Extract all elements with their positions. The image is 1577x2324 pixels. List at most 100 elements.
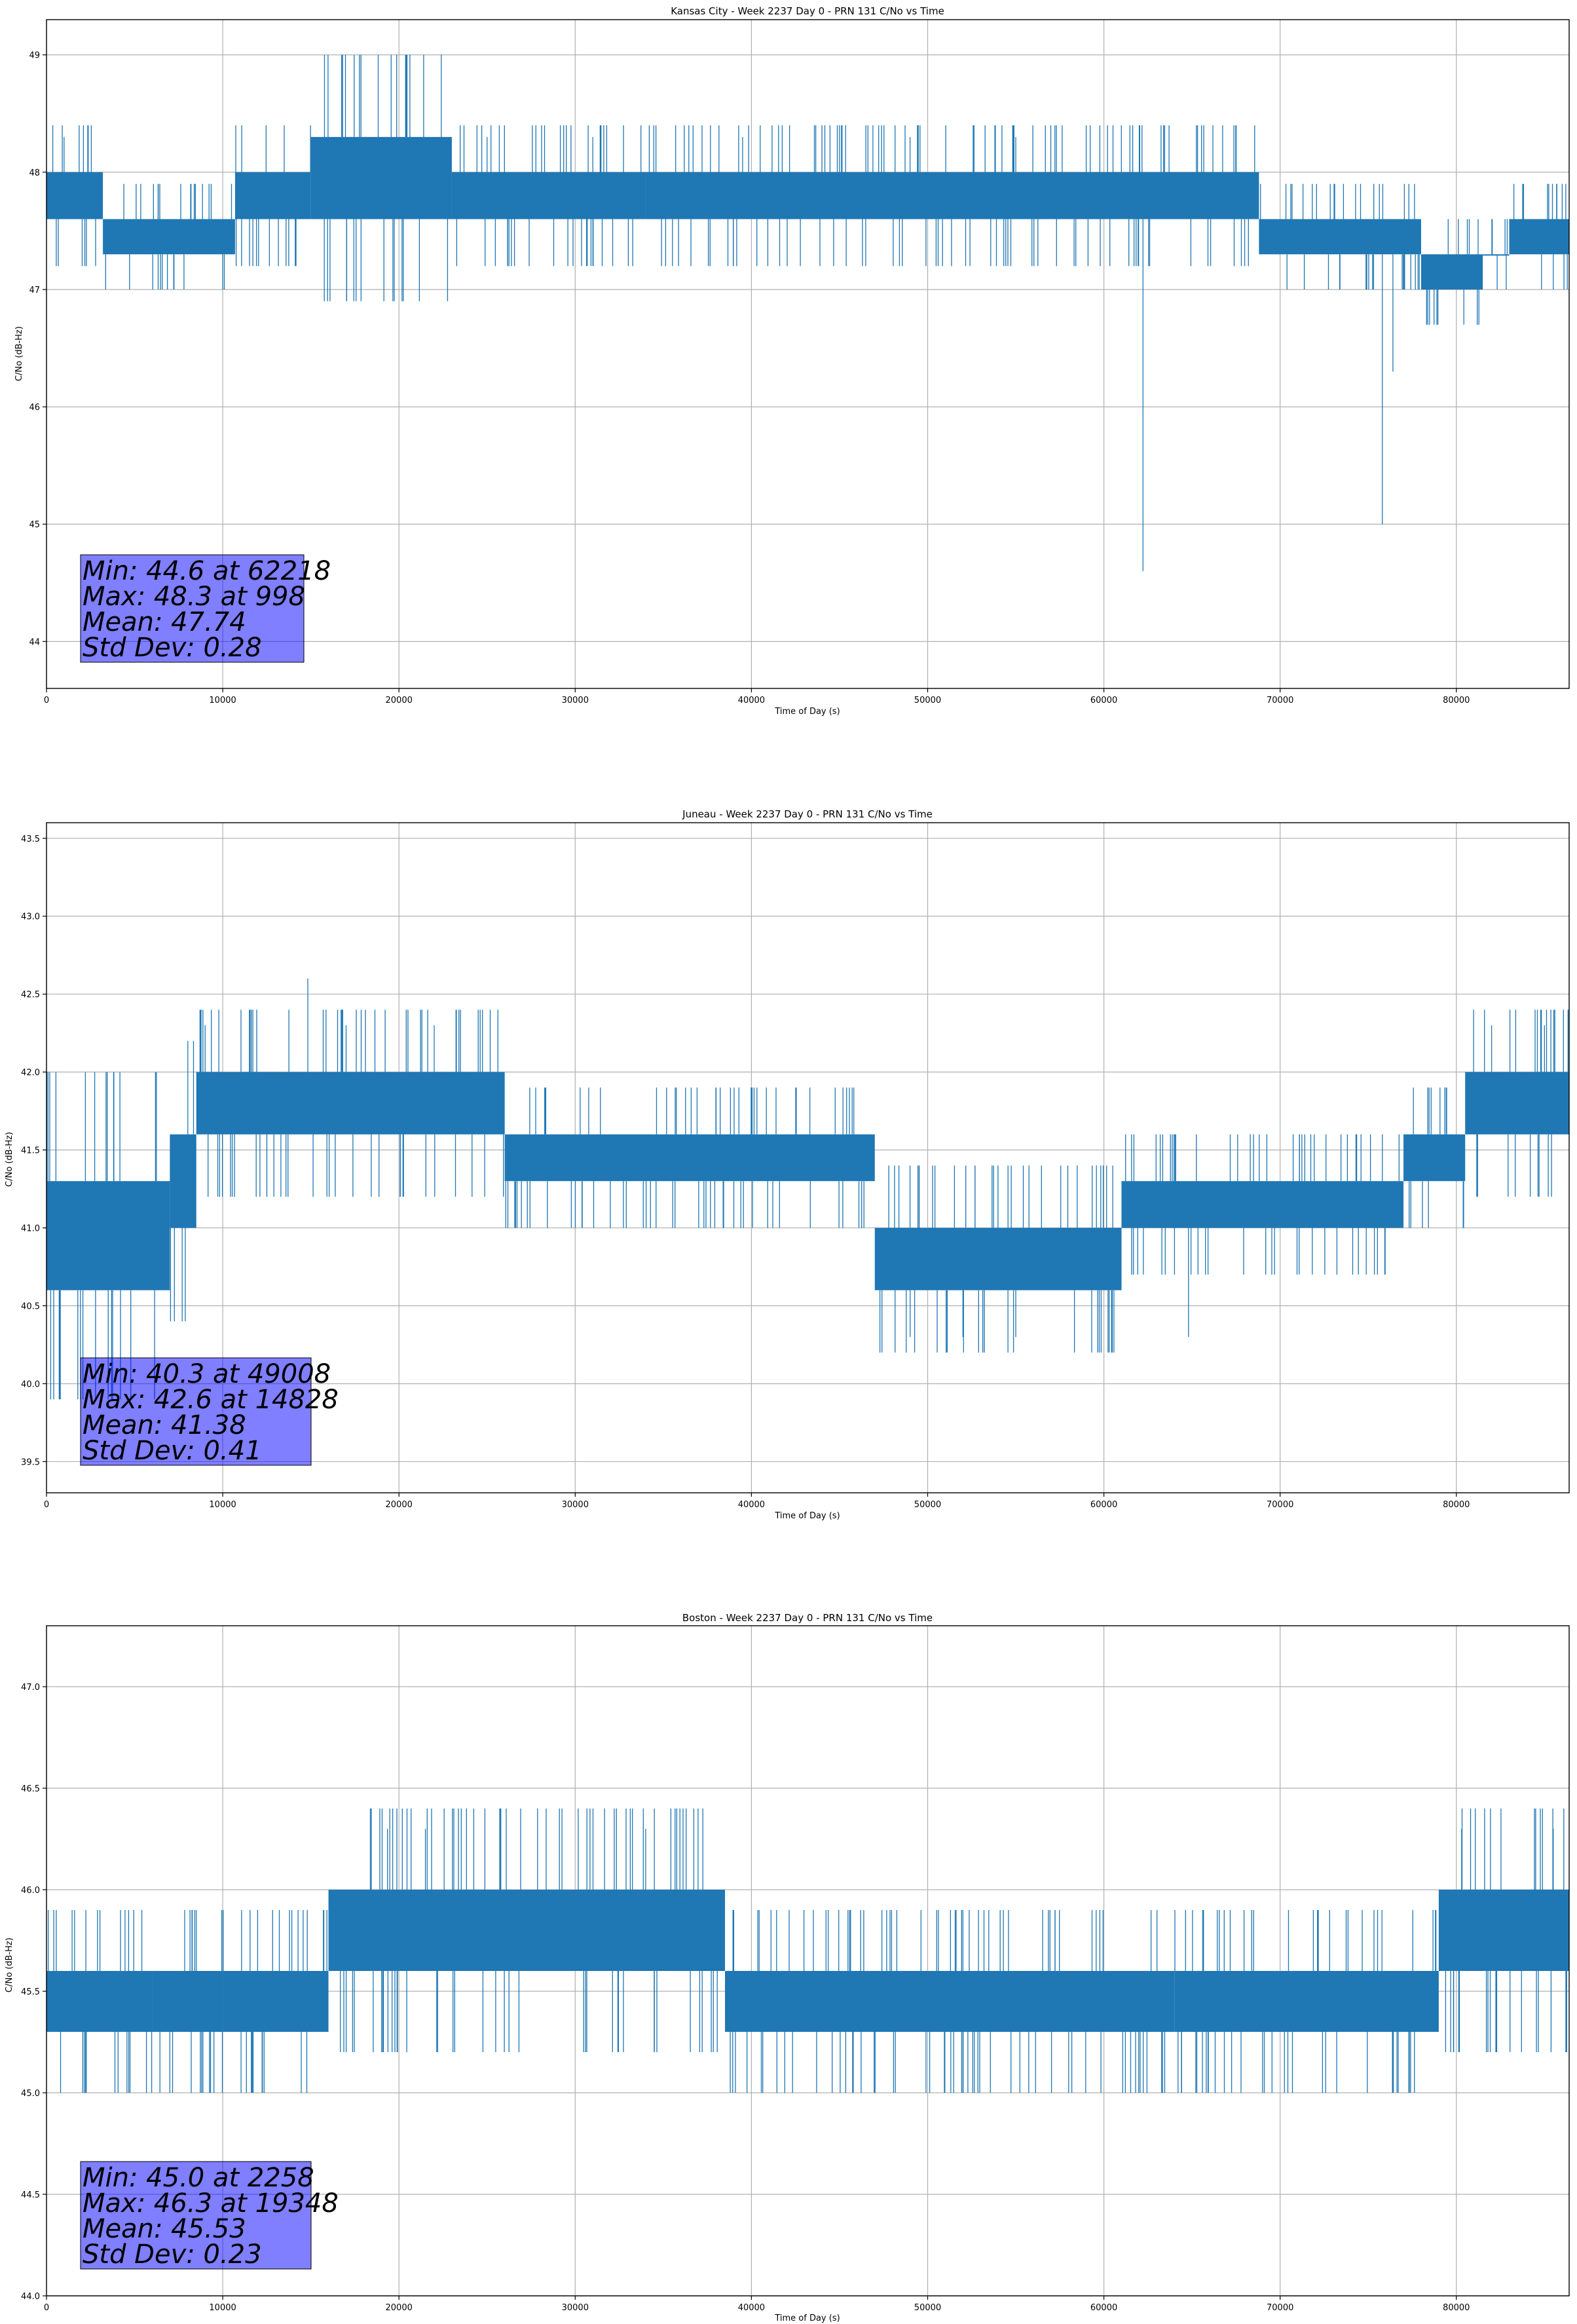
signal-excursions: [170, 1041, 195, 1322]
grid: [46, 823, 1569, 1493]
y-tick-label: 40.5: [21, 1302, 40, 1312]
signal-excursions: [223, 1910, 327, 2093]
y-tick-label: 41.0: [21, 1224, 40, 1234]
x-tick-label: 80000: [1443, 696, 1470, 705]
stat-min: Min: 40.3 at 49008: [83, 1359, 331, 1389]
x-axis-label: Time of Day (s): [774, 707, 840, 717]
signal-band: [645, 172, 1259, 219]
signal-band: [234, 172, 311, 219]
stats-box: Min: 40.3 at 49008 Max: 42.6 at 14828 Me…: [80, 1357, 339, 1466]
stat-max: Max: 48.3 at 998: [83, 582, 305, 612]
x-tick-label: 20000: [386, 696, 413, 705]
stat-std-dev: Std Dev: 0.28: [83, 633, 262, 663]
y-tick-label: 47.0: [21, 1683, 40, 1693]
x-tick-label: 10000: [209, 1500, 236, 1510]
x-tick-label: 0: [44, 2303, 49, 2313]
y-axis-label: C/No (dB-Hz): [5, 1132, 14, 1187]
signal-excursions: [505, 1087, 864, 1228]
signal-band: [46, 1181, 170, 1290]
signal-excursions: [1513, 183, 1568, 290]
x-tick-label: 30000: [562, 2303, 589, 2313]
x-tick-label: 20000: [386, 1500, 413, 1510]
stat-std-dev: Std Dev: 0.23: [83, 2240, 262, 2270]
chart-panel-juneau: Juneau - Week 2237 Day 0 - PRN 131 C/No …: [5, 808, 1570, 1521]
signal-band: [1465, 1072, 1569, 1134]
signal-band: [1438, 1890, 1569, 1971]
y-tick-label: 46.5: [21, 1784, 40, 1794]
x-tick-label: 50000: [914, 696, 941, 705]
signal-excursions: [456, 125, 642, 267]
stat-std-dev: Std Dev: 0.41: [83, 1436, 262, 1466]
signal-excursions: [235, 125, 311, 267]
y-tick-label: 46.0: [21, 1886, 40, 1896]
signal-excursions: [324, 54, 449, 301]
signal-excursions: [105, 183, 232, 290]
x-tick-label: 60000: [1090, 696, 1117, 705]
chart-title: Boston - Week 2237 Day 0 - PRN 131 C/No …: [682, 1612, 933, 1624]
stat-mean: Mean: 41.38: [83, 1410, 246, 1440]
x-tick-label: 80000: [1443, 2303, 1470, 2313]
x-tick-label: 30000: [562, 1500, 589, 1510]
x-tick-label: 70000: [1267, 2303, 1293, 2313]
x-axis-label: Time of Day (s): [774, 2314, 840, 2323]
x-tick-label: 30000: [562, 696, 589, 705]
x-tick-label: 10000: [209, 696, 236, 705]
chart-title: Kansas City - Week 2237 Day 0 - PRN 131 …: [671, 5, 944, 17]
signal-band: [451, 172, 646, 219]
signal-band: [46, 172, 103, 219]
plot-frame: [46, 19, 1570, 689]
signal-excursions: [879, 1165, 1115, 1353]
signal-excursions: [199, 1009, 504, 1197]
signal-band: [46, 1971, 153, 2032]
signal-excursions: [48, 1910, 153, 2093]
x-tick-label: 60000: [1090, 2303, 1117, 2313]
y-tick-label: 43.5: [21, 834, 40, 844]
signal-band: [170, 1134, 196, 1228]
y-tick-label: 43.0: [21, 912, 40, 922]
stat-mean: Mean: 47.74: [83, 607, 246, 637]
signal-band: [310, 137, 452, 219]
signal-band: [1259, 219, 1421, 255]
stats-box: Min: 44.6 at 62218 Max: 48.3 at 998 Mean…: [80, 554, 331, 663]
y-tick-label: 47: [29, 286, 40, 295]
stat-min: Min: 44.6 at 62218: [83, 556, 331, 586]
y-tick-label: 44.5: [21, 2190, 40, 2200]
signal-band: [1420, 254, 1483, 290]
axis-ticks: 0 10000 20000 30000 40000 50000 60000 70000 8000…: [29, 51, 1470, 705]
signal-band: [504, 1134, 875, 1182]
x-tick-label: 0: [44, 1500, 49, 1510]
stat-mean: Mean: 45.53: [83, 2214, 246, 2244]
x-tick-label: 60000: [1090, 1500, 1117, 1510]
y-tick-label: 41.5: [21, 1146, 40, 1156]
signal-band: [196, 1072, 505, 1134]
signal-excursions: [648, 125, 1255, 267]
x-tick-label: 50000: [914, 2303, 941, 2313]
y-tick-label: 44: [29, 637, 40, 647]
stat-min: Min: 45.0 at 2258: [83, 2163, 314, 2193]
chart-title: Juneau - Week 2237 Day 0 - PRN 131 C/No …: [682, 808, 933, 820]
signal-band: [1403, 1134, 1466, 1182]
y-tick-label: 39.5: [21, 1457, 40, 1467]
signal-excursions: [730, 1910, 1166, 2093]
plot-frame: [46, 822, 1570, 1493]
x-tick-label: 70000: [1267, 1500, 1293, 1510]
signal-band: [328, 1890, 726, 1971]
signal-band: [1509, 219, 1569, 255]
signal-excursions: [1260, 183, 1420, 290]
y-tick-label: 40.0: [21, 1379, 40, 1389]
y-tick-label: 42.5: [21, 990, 40, 1000]
signal-series: [46, 978, 1570, 1400]
signal-excursions: [159, 1910, 223, 2093]
signal-excursions: [1426, 219, 1479, 325]
y-tick-label: 48: [29, 168, 40, 178]
x-tick-label: 50000: [914, 1500, 941, 1510]
y-tick-label: 45.0: [21, 2089, 40, 2099]
plot-frame: [46, 1625, 1570, 2296]
x-tick-label: 20000: [386, 2303, 413, 2313]
signal-excursions: [340, 1809, 718, 2052]
signal-excursions: [1174, 1910, 1437, 2093]
x-tick-label: 40000: [738, 1500, 765, 1510]
signal-band: [1174, 1971, 1439, 2032]
signal-band: [223, 1971, 329, 2032]
y-tick-label: 42.0: [21, 1068, 40, 1078]
